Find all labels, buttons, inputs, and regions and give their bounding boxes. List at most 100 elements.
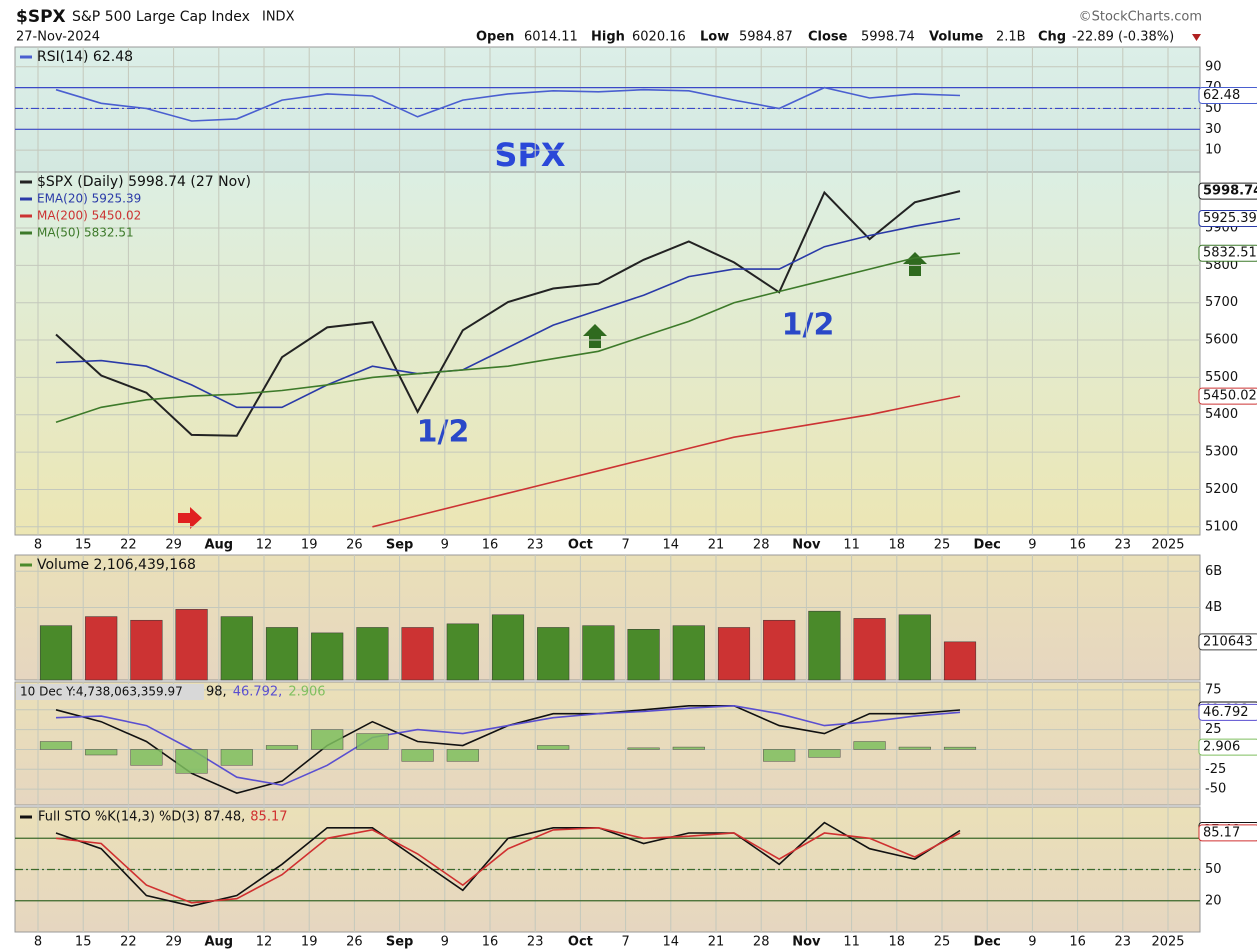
x-tick-label: 21 bbox=[708, 935, 725, 950]
x-tick-label: 23 bbox=[527, 538, 544, 553]
x-tick-label: 29 bbox=[165, 935, 182, 950]
x-tick-label: 16 bbox=[482, 538, 499, 553]
legend-label: RSI(14) 62.48 bbox=[37, 49, 133, 65]
bar bbox=[898, 614, 931, 681]
x-tick-label: Nov bbox=[792, 538, 821, 553]
open: 6014.11 bbox=[524, 30, 578, 45]
line bbox=[55, 217, 961, 409]
x-tick-label: 28 bbox=[753, 935, 770, 950]
value-tag bbox=[1198, 824, 1257, 842]
bar bbox=[763, 749, 796, 762]
x-tick-label: 12 bbox=[256, 935, 273, 950]
security-name: S&P 500 Large Cap Index bbox=[72, 9, 250, 25]
x-tick-label: 14 bbox=[663, 935, 680, 950]
value-tag-label: 85.17 bbox=[1203, 825, 1240, 840]
bar bbox=[265, 745, 299, 750]
y-tick-label: 5400 bbox=[1205, 407, 1238, 422]
legend-label: 85.17 bbox=[250, 810, 287, 825]
value-tag-label: 2.906 bbox=[1203, 740, 1240, 755]
x-tick-label: 21 bbox=[708, 538, 725, 553]
x-tick-label: 16 bbox=[482, 935, 499, 950]
y-tick-label: 50 bbox=[1205, 101, 1222, 116]
bar bbox=[627, 747, 660, 750]
bar bbox=[401, 749, 434, 762]
y-tick-label: 5100 bbox=[1205, 519, 1238, 534]
bar bbox=[853, 618, 886, 681]
value-tag bbox=[1198, 387, 1257, 405]
y-tick-label: 20 bbox=[1205, 893, 1222, 908]
x-tick-label: 7 bbox=[621, 935, 629, 950]
legend-label: EMA(20) 5925.39 bbox=[37, 192, 141, 206]
legend-label: MA(200) 5450.02 bbox=[37, 209, 141, 223]
bar bbox=[537, 627, 570, 681]
legend-label: Full STO %K(14,3) %D(3) 87.48, bbox=[38, 810, 245, 825]
bar bbox=[356, 733, 389, 750]
value-tag bbox=[1198, 182, 1257, 200]
chg-label: Chg bbox=[1038, 30, 1066, 45]
high: 6020.16 bbox=[632, 30, 686, 45]
bar bbox=[39, 625, 73, 681]
chg: -22.89 (-0.38%) bbox=[1072, 30, 1174, 45]
bar bbox=[853, 741, 886, 750]
annotation: 1/2 bbox=[417, 415, 470, 450]
x-tick-label: 9 bbox=[1028, 935, 1036, 950]
value-tag-label: 5998.74 bbox=[1203, 184, 1257, 199]
y-tick-label: 50 bbox=[1205, 862, 1222, 877]
x-tick-label: 22 bbox=[120, 935, 137, 950]
y-tick-label: 6B bbox=[1205, 564, 1222, 579]
x-tick-label: Oct bbox=[568, 935, 593, 950]
line bbox=[55, 821, 961, 907]
x-tick-label: 12 bbox=[256, 538, 273, 553]
line bbox=[55, 190, 961, 437]
low: 5984.87 bbox=[739, 30, 793, 45]
x-tick-label: 2025 bbox=[1151, 538, 1184, 553]
y-tick-label: 10 bbox=[1205, 143, 1222, 158]
exchange: INDX bbox=[262, 10, 295, 25]
x-tick-label: Sep bbox=[386, 935, 414, 950]
price-panel bbox=[14, 171, 1201, 536]
bar bbox=[808, 610, 841, 681]
y-tick-label: 25 bbox=[1205, 722, 1222, 737]
bar bbox=[627, 629, 660, 681]
value-tag bbox=[1198, 86, 1257, 104]
bar bbox=[311, 632, 344, 681]
value-tag bbox=[1198, 244, 1257, 262]
bar bbox=[491, 614, 525, 681]
bar bbox=[130, 619, 163, 681]
x-tick-label: 29 bbox=[165, 538, 182, 553]
y-tick-label: -50 bbox=[1205, 782, 1226, 797]
bar bbox=[85, 749, 118, 756]
line bbox=[55, 826, 961, 904]
x-tick-label: Sep bbox=[386, 538, 414, 553]
close-label: Close bbox=[808, 30, 848, 45]
bar bbox=[808, 749, 841, 758]
line bbox=[372, 395, 961, 528]
x-tick-label: 14 bbox=[663, 538, 680, 553]
bar bbox=[401, 627, 434, 681]
down-arrow bbox=[1192, 34, 1201, 41]
x-tick-label: 25 bbox=[934, 935, 951, 950]
value-tag bbox=[1198, 703, 1257, 721]
bar bbox=[220, 749, 253, 766]
open-label: Open bbox=[476, 30, 514, 45]
x-tick-label: Nov bbox=[792, 935, 821, 950]
x-tick-label: 18 bbox=[889, 538, 906, 553]
y-tick-label: 5600 bbox=[1205, 333, 1238, 348]
value-tag-label: 5832.51 bbox=[1203, 246, 1257, 261]
x-tick-label: 8 bbox=[34, 538, 42, 553]
bar bbox=[130, 749, 163, 766]
arrow-up bbox=[583, 324, 607, 348]
x-tick-label: Dec bbox=[974, 935, 1001, 950]
value-tag bbox=[1198, 633, 1257, 651]
x-tick-label: 26 bbox=[346, 538, 363, 553]
quote: Open 6014.11 High 6020.16 Low 5984.87 Cl… bbox=[476, 30, 1201, 45]
symbol: $SPX bbox=[16, 7, 66, 27]
bar bbox=[898, 746, 931, 750]
bar bbox=[763, 619, 796, 681]
y-tick-label: 5200 bbox=[1205, 482, 1238, 497]
x-tick-label: 25 bbox=[934, 538, 951, 553]
value-tag-label: 210643 bbox=[1203, 634, 1253, 649]
value-tag-label: 46.792 bbox=[1203, 705, 1249, 720]
x-tick-label: 2025 bbox=[1151, 935, 1184, 950]
